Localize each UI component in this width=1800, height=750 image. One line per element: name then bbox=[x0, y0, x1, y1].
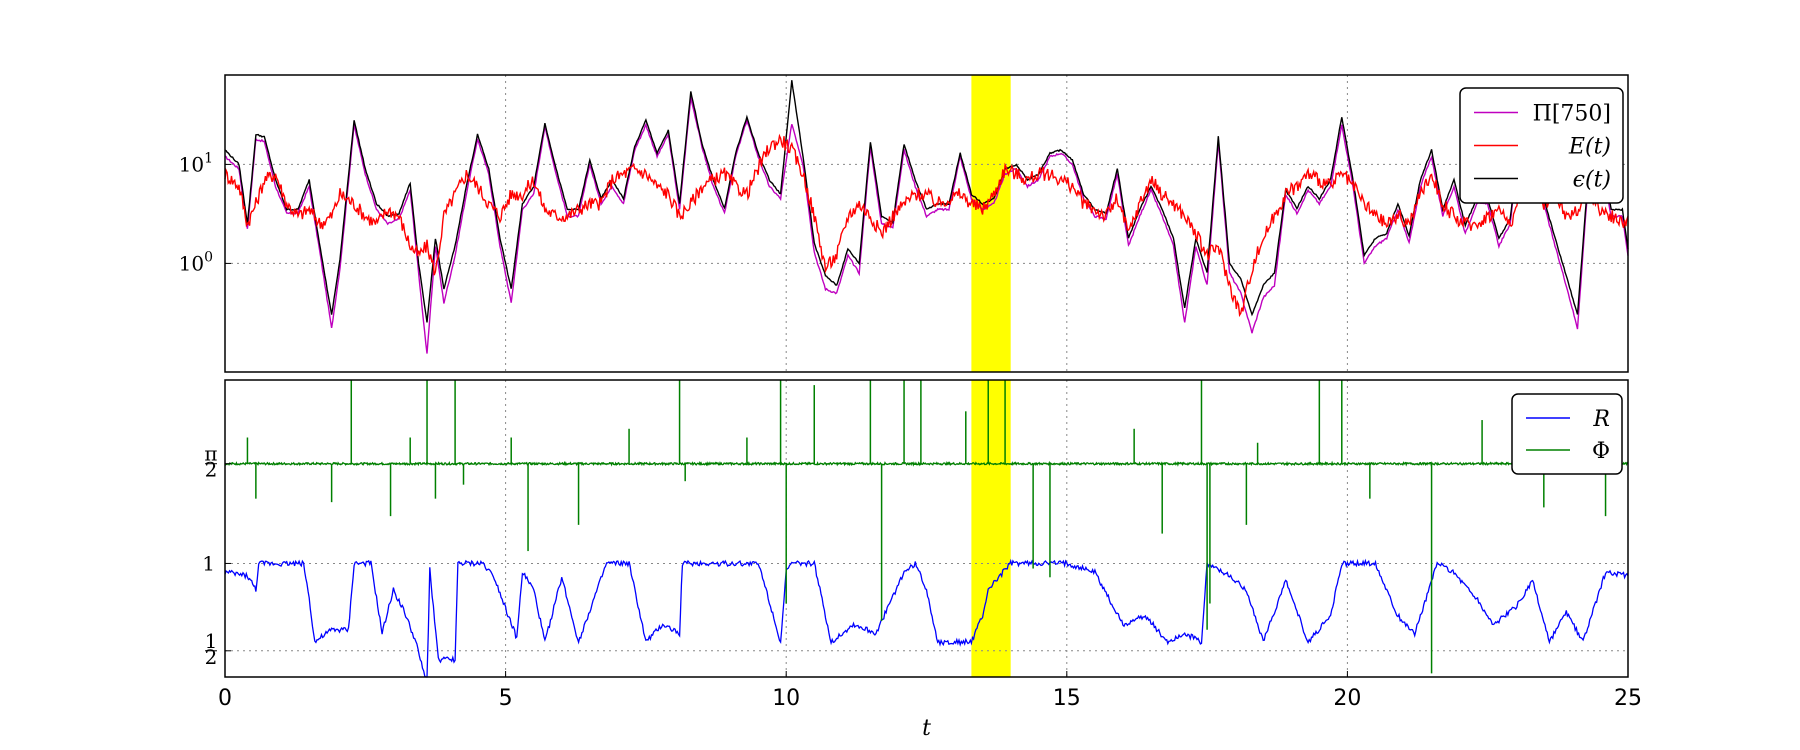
bottom-y-tick-label-denominator: 2 bbox=[205, 645, 218, 669]
bottom-plot-frame bbox=[224, 379, 1629, 678]
bottom-y-tick-label-denominator: 2 bbox=[205, 458, 218, 482]
top-plot-frame bbox=[224, 74, 1629, 373]
legend-label-pi-750: Π[750] bbox=[1533, 102, 1611, 127]
x-tick-label: 25 bbox=[1614, 686, 1642, 711]
bottom-y-tick-label-numerator: π bbox=[204, 442, 217, 466]
top-legend: Π[750] E(t) ϵ(t) bbox=[1459, 87, 1624, 204]
legend-label-dissipation: ϵ(t) bbox=[1573, 168, 1611, 193]
top-y-ticks: 100 101 bbox=[179, 150, 231, 275]
series-line-energy bbox=[224, 133, 1629, 318]
bottom-legend: RΦ bbox=[1511, 393, 1623, 475]
x-tick-label: 5 bbox=[499, 686, 513, 711]
legend-box bbox=[1511, 393, 1623, 475]
top-highlight-span bbox=[971, 75, 1011, 372]
legend-label-energy: E(t) bbox=[1568, 135, 1611, 160]
legend-box bbox=[1459, 87, 1624, 204]
series-line-Phi bbox=[224, 460, 1629, 467]
legend-label-Phi: Φ bbox=[1592, 439, 1610, 464]
bottom-y-tick-label: 1 bbox=[202, 551, 215, 575]
series-line-pi-750 bbox=[224, 96, 1629, 354]
legend-label-R: R bbox=[1592, 407, 1610, 432]
bottom-grid bbox=[225, 380, 1628, 677]
bottom-series bbox=[224, 380, 1629, 678]
x-tick-label: 15 bbox=[1053, 686, 1081, 711]
top-y-tick-label: 100 bbox=[179, 249, 213, 275]
series-line-dissipation bbox=[224, 80, 1629, 323]
top-series bbox=[224, 80, 1629, 354]
x-tick-label: 10 bbox=[772, 686, 800, 711]
bottom-highlight-span bbox=[971, 380, 1011, 677]
x-ticks: 0 5 10 15 20 25 bbox=[218, 671, 1642, 711]
top-grid bbox=[225, 75, 1628, 372]
series-line-R bbox=[224, 558, 1629, 678]
bottom-y-tick-label-numerator: 1 bbox=[205, 629, 218, 653]
x-tick-label: 20 bbox=[1333, 686, 1361, 711]
top-y-tick-label: 101 bbox=[179, 150, 213, 176]
x-tick-label: 0 bbox=[218, 686, 232, 711]
top-panel: 100 101 Π[750] E(t) ϵ(t) bbox=[179, 74, 1629, 373]
x-axis-label: t bbox=[922, 716, 931, 741]
